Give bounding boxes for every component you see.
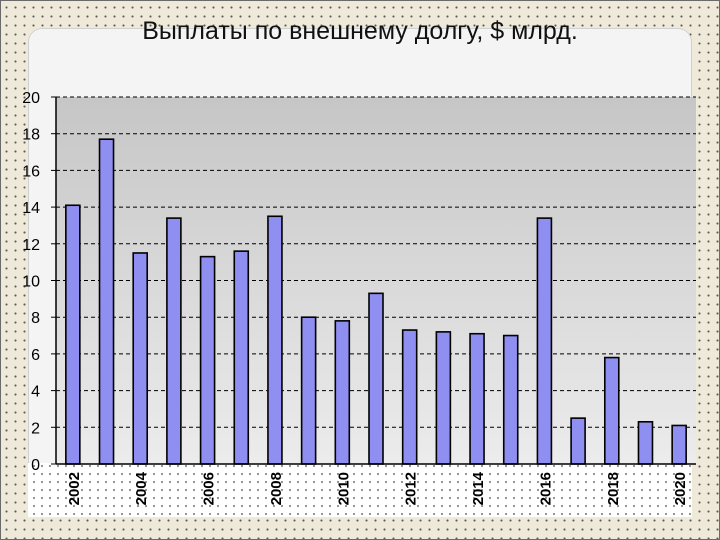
bar-2012 [401, 329, 418, 465]
x-tick-label: 2008 [268, 472, 285, 505]
y-tick-label: 18 [22, 127, 40, 144]
y-tick-label: 0 [31, 457, 40, 474]
gridlines [51, 96, 696, 465]
bar-2017 [570, 417, 586, 465]
bar-2015 [502, 334, 519, 465]
bar-2004 [132, 252, 149, 465]
bar-2016 [536, 217, 553, 465]
y-tick-labels: 0 2 4 6 8 10 12 14 16 18 20 [22, 90, 40, 474]
y-tick-label: 10 [22, 274, 40, 291]
bar-2009 [300, 316, 317, 465]
bar-2008 [267, 215, 283, 465]
bar-2019 [637, 420, 654, 465]
x-tick-label: 2020 [672, 472, 689, 505]
y-tick-label: 16 [22, 163, 40, 180]
y-tick-label: 14 [22, 200, 40, 217]
bar-2007 [233, 250, 250, 465]
x-tick-label: 2012 [403, 472, 420, 505]
bar-2005 [166, 217, 182, 465]
x-tick-label: 2014 [470, 471, 487, 505]
y-tick-label: 6 [31, 347, 40, 364]
bar-2014 [469, 332, 485, 465]
x-tick-labels: 2002 2004 2006 2008 2010 2012 2014 2016 2018 2020 [66, 471, 689, 505]
bars [65, 138, 687, 465]
y-tick-label: 20 [22, 90, 40, 107]
y-tick-label: 2 [31, 420, 40, 437]
y-tick-label: 12 [22, 237, 40, 254]
bar-2011 [368, 292, 384, 465]
x-tick-label: 2010 [335, 472, 352, 505]
bar-2020 [671, 424, 687, 465]
bar-2010 [334, 320, 351, 465]
bar-2018 [603, 356, 620, 465]
x-tick-label: 2016 [537, 472, 554, 505]
bar-2013 [435, 331, 452, 465]
x-tick-label: 2002 [66, 472, 83, 505]
x-axis-band [28, 463, 692, 517]
axes [55, 97, 696, 465]
y-tick-label: 4 [31, 384, 40, 401]
x-tick-label: 2006 [201, 472, 218, 505]
x-tick-label: 2018 [605, 472, 622, 505]
bar-2003 [98, 138, 115, 465]
x-tick-label: 2004 [133, 471, 150, 505]
chart-title: Выплаты по внешнему долгу, $ млрд. [142, 17, 578, 45]
bar-2006 [199, 255, 216, 465]
y-tick-label: 8 [31, 310, 40, 327]
bar-2002 [65, 204, 81, 465]
